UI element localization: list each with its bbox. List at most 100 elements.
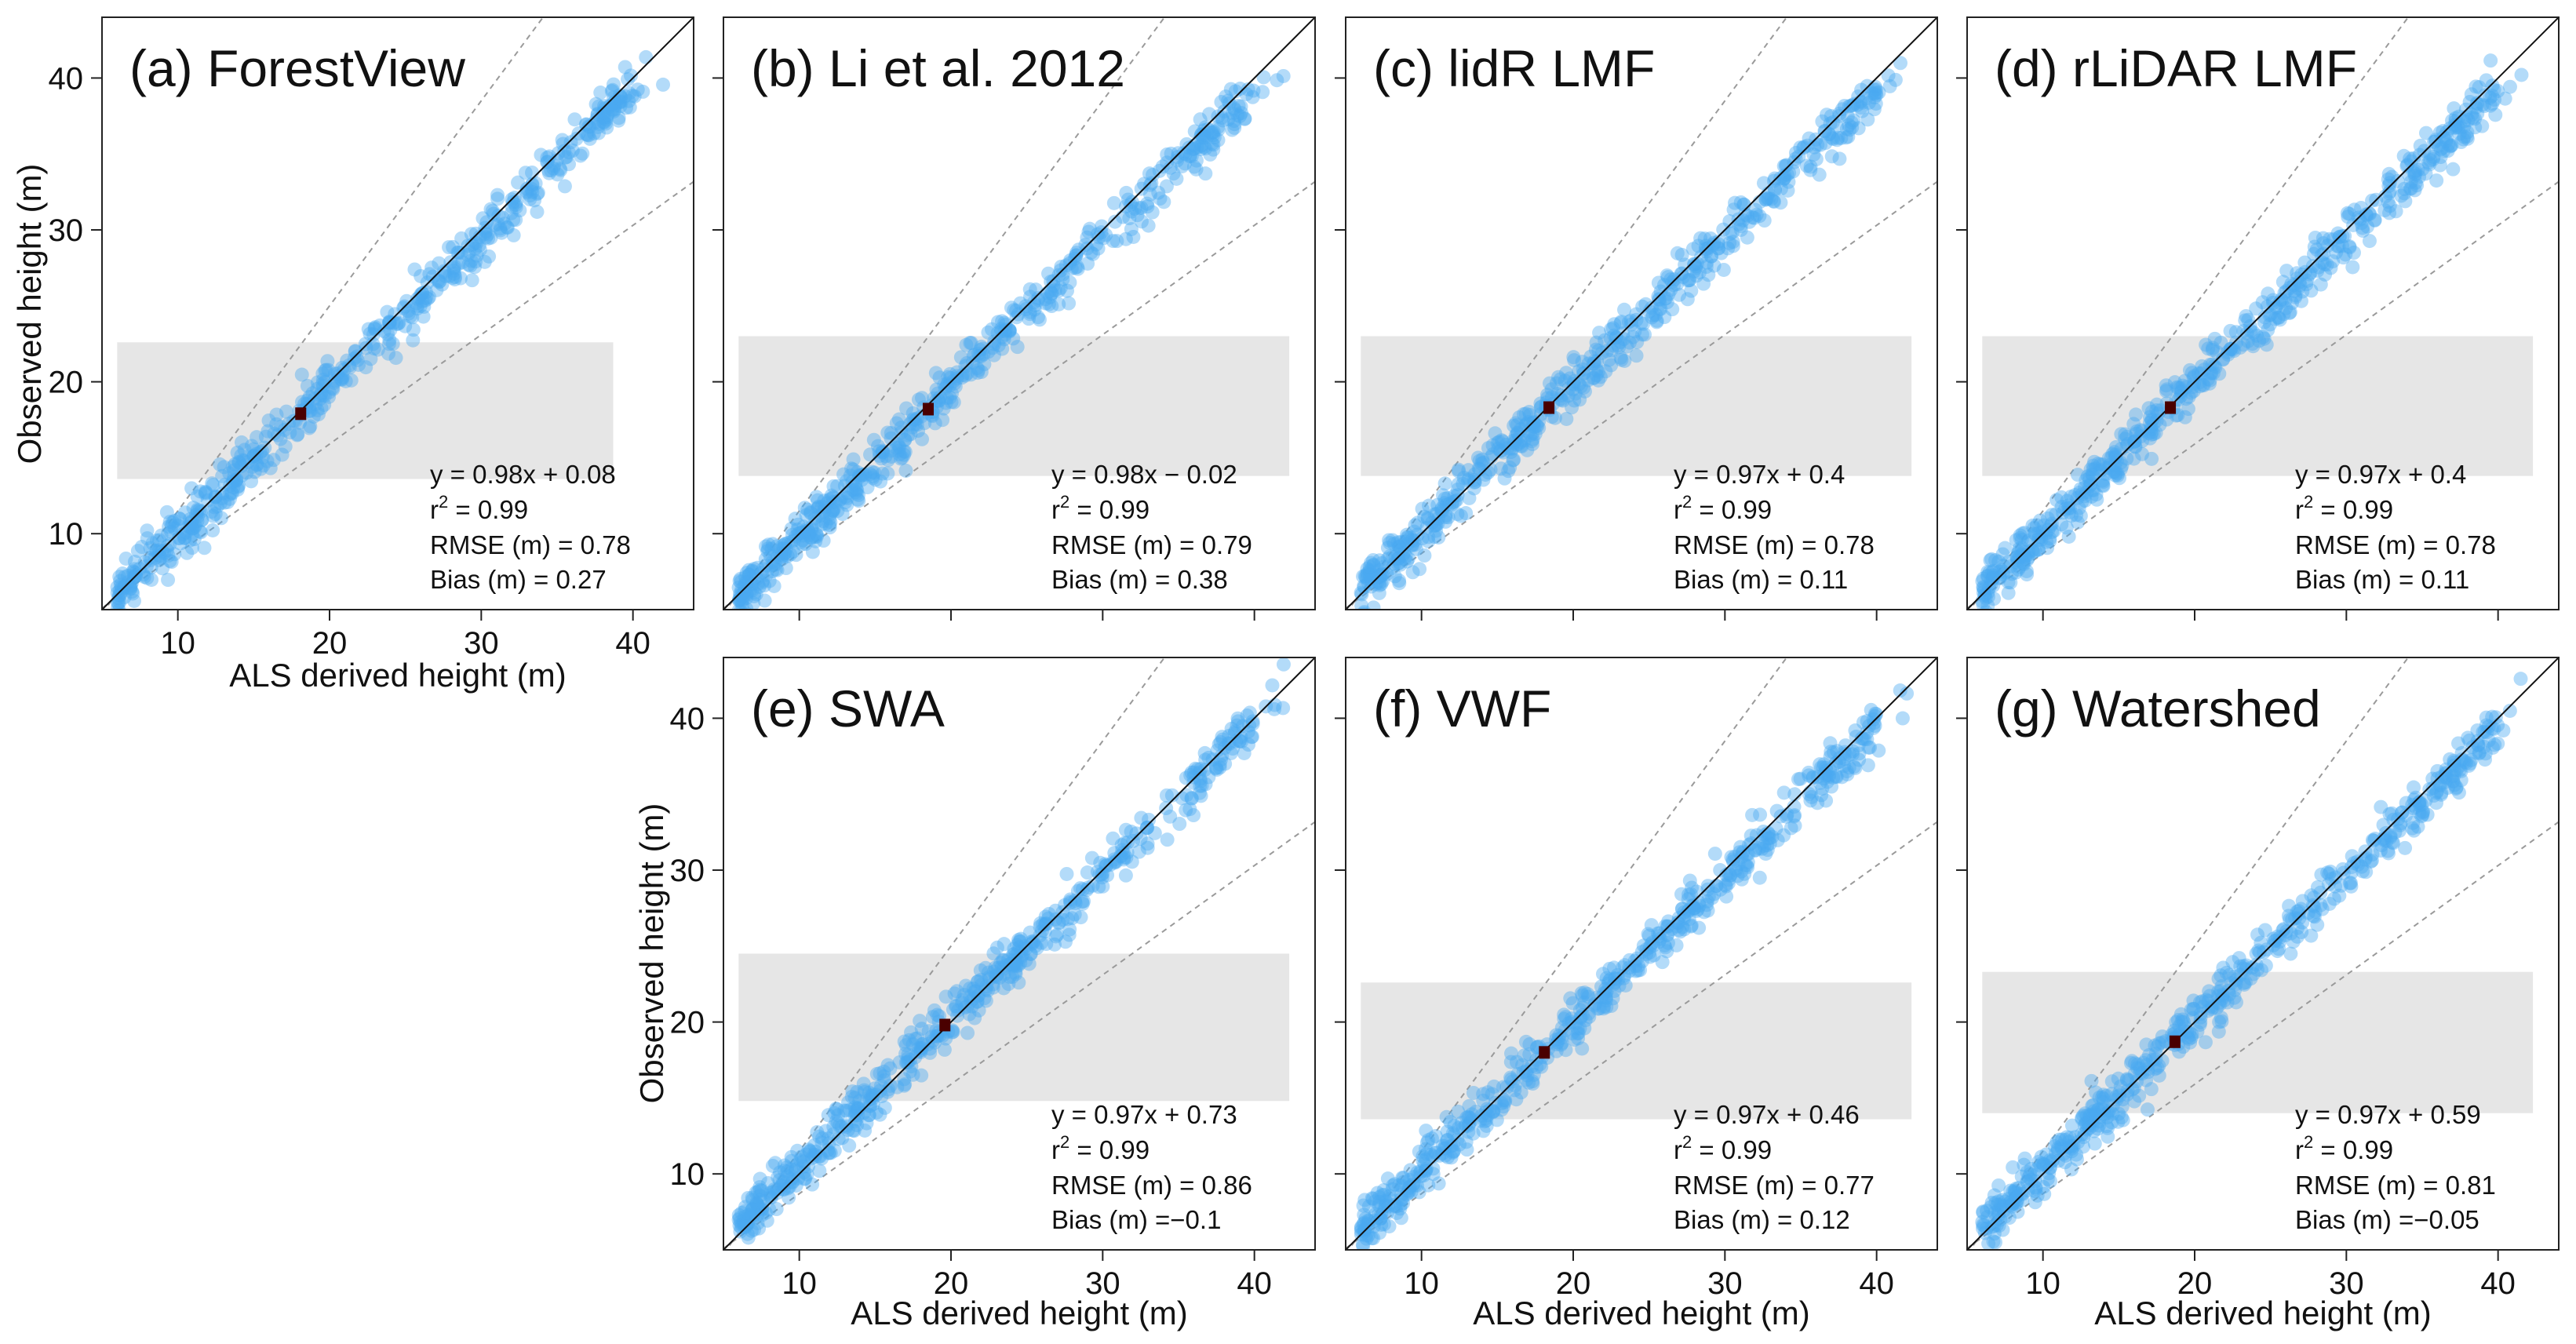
scatter-point bbox=[949, 365, 964, 380]
scatter-point bbox=[161, 573, 176, 588]
scatter-point bbox=[1780, 183, 1795, 198]
scatter-point bbox=[738, 1209, 752, 1224]
scatter-point bbox=[2346, 217, 2361, 232]
scatter-point bbox=[840, 490, 854, 505]
scatter-point bbox=[1988, 1196, 2003, 1211]
scatter-point bbox=[2257, 923, 2272, 938]
scatter-point bbox=[873, 448, 887, 463]
scatter-point bbox=[410, 298, 424, 313]
scatter-point bbox=[2167, 1023, 2182, 1038]
scatter-point bbox=[1223, 745, 1238, 760]
y-tick-label: 10 bbox=[670, 1157, 705, 1192]
scatter-point bbox=[1658, 919, 1673, 934]
regression-equation: y = 0.98x − 0.02 bbox=[1051, 460, 1237, 489]
scatter-point bbox=[1383, 536, 1397, 551]
scatter-point bbox=[769, 1201, 784, 1216]
scatter-point bbox=[310, 381, 325, 396]
scatter-point bbox=[1608, 975, 1623, 990]
scatter-point bbox=[2381, 178, 2396, 193]
scatter-point bbox=[406, 322, 421, 337]
scatter-point bbox=[2127, 1066, 2142, 1081]
scatter-point bbox=[1091, 230, 1106, 245]
scatter-point bbox=[2111, 1114, 2126, 1129]
scatter-point bbox=[2262, 308, 2277, 322]
scatter-point bbox=[217, 477, 232, 492]
scatter-point bbox=[1832, 106, 1847, 121]
scatter-point bbox=[1496, 1093, 1511, 1108]
scatter-point bbox=[1383, 1189, 1397, 1204]
scatter-point bbox=[731, 603, 746, 610]
scatter-point bbox=[1558, 1010, 1573, 1025]
scatter-point bbox=[1677, 908, 1692, 923]
scatter-point bbox=[966, 348, 981, 363]
scatter-point bbox=[2111, 1071, 2126, 1086]
rmse: RMSE (m) = 0.77 bbox=[1674, 1171, 1875, 1200]
scatter-point bbox=[2180, 1024, 2195, 1039]
scatter-point bbox=[1829, 756, 1844, 770]
scatter-point bbox=[2381, 843, 2396, 858]
scatter-point bbox=[290, 427, 305, 442]
scatter-point bbox=[942, 378, 957, 393]
scatter-point bbox=[987, 337, 1002, 351]
scatter-point bbox=[445, 271, 460, 286]
scatter-point bbox=[605, 102, 620, 117]
scatter-point bbox=[828, 495, 843, 510]
scatter-point bbox=[2201, 341, 2216, 356]
scatter-point bbox=[1567, 353, 1582, 368]
scatter-point bbox=[1403, 1163, 1418, 1178]
scatter-point bbox=[2216, 989, 2231, 1003]
scatter-point bbox=[2203, 373, 2217, 388]
scatter-point bbox=[1400, 530, 1415, 545]
scatter-point bbox=[1041, 297, 1056, 311]
scatter-point bbox=[989, 940, 1004, 955]
scatter-point bbox=[1063, 892, 1078, 907]
scatter-point bbox=[1031, 290, 1046, 305]
scatter-point bbox=[222, 466, 237, 481]
scatter-point bbox=[958, 359, 973, 373]
scatter-point bbox=[921, 1024, 936, 1039]
scatter-point bbox=[1106, 831, 1120, 846]
scatter-point bbox=[2367, 832, 2382, 847]
scatter-point bbox=[1224, 721, 1239, 736]
scatter-point bbox=[1819, 793, 1834, 808]
scatter-point bbox=[1256, 70, 1271, 85]
scatter-point bbox=[1617, 968, 1632, 983]
upper-dashed-line bbox=[725, 17, 1166, 610]
scatter-point bbox=[1509, 1092, 1524, 1107]
scatter-point bbox=[2407, 801, 2421, 816]
scatter-point bbox=[541, 166, 556, 180]
scatter-point bbox=[842, 1102, 857, 1117]
scatter-point bbox=[2306, 909, 2321, 923]
scatter-point bbox=[313, 388, 328, 402]
scatter-point bbox=[2443, 138, 2458, 153]
one-to-one-line bbox=[723, 657, 1315, 1250]
scatter-point bbox=[208, 507, 223, 522]
scatter-point bbox=[1733, 845, 1747, 860]
scatter-point bbox=[636, 84, 650, 99]
scatter-point bbox=[1494, 1102, 1509, 1117]
scatter-point bbox=[1852, 752, 1867, 767]
scatter-point bbox=[1390, 535, 1405, 550]
scatter-point bbox=[2300, 273, 2315, 288]
scatter-point bbox=[2472, 80, 2487, 95]
scatter-point bbox=[745, 1202, 760, 1217]
scatter-point bbox=[737, 1219, 752, 1234]
scatter-point bbox=[1142, 187, 1157, 202]
scatter-point bbox=[1070, 883, 1085, 898]
scatter-point bbox=[142, 551, 157, 566]
scatter-point bbox=[2060, 494, 2075, 508]
scatter-point bbox=[1824, 130, 1839, 145]
scatter-point bbox=[1054, 259, 1069, 274]
scatter-point bbox=[1392, 1178, 1407, 1193]
scatter-point bbox=[1561, 388, 1576, 403]
scatter-point bbox=[1443, 1115, 1458, 1130]
scatter-point bbox=[733, 1215, 748, 1229]
scatter-point bbox=[2294, 924, 2309, 939]
scatter-point bbox=[1441, 510, 1456, 525]
scatter-point bbox=[1707, 887, 1722, 901]
scatter-point bbox=[2443, 121, 2458, 136]
scatter-point bbox=[2488, 710, 2503, 725]
y-axis-label: Observed height (m) bbox=[633, 803, 670, 1104]
scatter-point bbox=[1738, 207, 1753, 222]
scatter-point bbox=[1860, 732, 1875, 747]
